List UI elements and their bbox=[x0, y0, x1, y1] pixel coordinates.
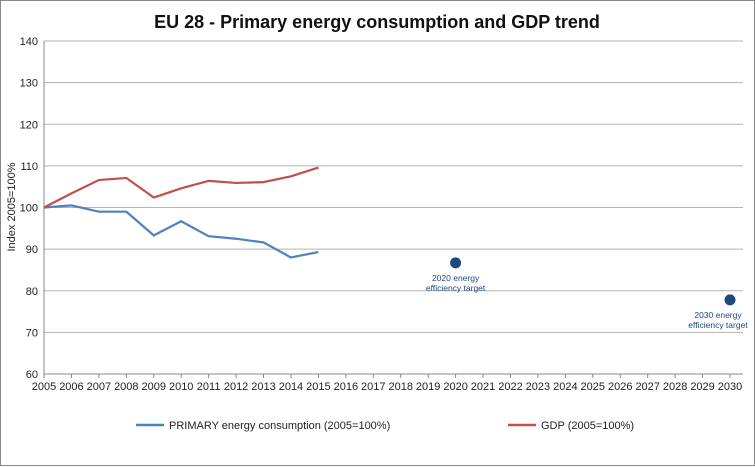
x-tick-label: 2019 bbox=[416, 381, 440, 393]
target-label: efficiency target bbox=[688, 320, 748, 330]
y-tick-label: 100 bbox=[20, 203, 38, 215]
x-tick-label: 2010 bbox=[169, 381, 193, 393]
x-tick-label: 2026 bbox=[608, 381, 632, 393]
x-tick-label: 2029 bbox=[690, 381, 714, 393]
y-tick-label: 140 bbox=[20, 36, 38, 48]
x-tick-label: 2025 bbox=[581, 381, 605, 393]
x-tick-label: 2008 bbox=[114, 381, 138, 393]
x-tick-label: 2017 bbox=[361, 381, 385, 393]
legend-label: GDP (2005=100%) bbox=[541, 420, 634, 432]
x-tick-label: 2014 bbox=[279, 381, 303, 393]
target-label: efficiency target bbox=[426, 283, 486, 293]
x-tick-label: 2005 bbox=[32, 381, 56, 393]
y-tick-label: 120 bbox=[20, 119, 38, 131]
y-tick-label: 80 bbox=[26, 286, 38, 298]
chart-title: EU 28 - Primary energy consumption and G… bbox=[154, 12, 600, 32]
y-axis-label: Index 2005=100% bbox=[6, 162, 18, 251]
x-tick-label: 2022 bbox=[498, 381, 522, 393]
x-tick-label: 2013 bbox=[251, 381, 275, 393]
x-tick-label: 2027 bbox=[635, 381, 659, 393]
series-line-energy bbox=[43, 204, 319, 259]
x-tick-label: 2018 bbox=[388, 381, 412, 393]
x-tick-label: 2016 bbox=[334, 381, 358, 393]
target-marker bbox=[724, 294, 736, 306]
target-label: 2020 energy bbox=[432, 273, 480, 283]
legend-label: PRIMARY energy consumption (2005=100%) bbox=[169, 420, 390, 432]
y-tick-label: 130 bbox=[20, 78, 38, 90]
x-tick-label: 2009 bbox=[142, 381, 166, 393]
x-tick-label: 2006 bbox=[59, 381, 83, 393]
x-tick-label: 2024 bbox=[553, 381, 577, 393]
x-tick-label: 2007 bbox=[87, 381, 111, 393]
x-tick-label: 2021 bbox=[471, 381, 495, 393]
x-tick-label: 2012 bbox=[224, 381, 248, 393]
y-tick-label: 70 bbox=[26, 327, 38, 339]
x-tick-label: 2023 bbox=[526, 381, 550, 393]
target-label: 2030 energy bbox=[694, 310, 742, 320]
y-tick-label: 90 bbox=[26, 244, 38, 256]
x-tick-label: 2030 bbox=[718, 381, 742, 393]
series-line-gdp bbox=[43, 166, 319, 209]
x-tick-label: 2011 bbox=[197, 381, 221, 393]
x-tick-label: 2015 bbox=[306, 381, 330, 393]
y-tick-label: 110 bbox=[20, 161, 38, 173]
x-tick-label: 2020 bbox=[443, 381, 467, 393]
y-tick-label: 60 bbox=[26, 369, 38, 381]
x-tick-label: 2028 bbox=[663, 381, 687, 393]
target-marker bbox=[450, 257, 462, 269]
